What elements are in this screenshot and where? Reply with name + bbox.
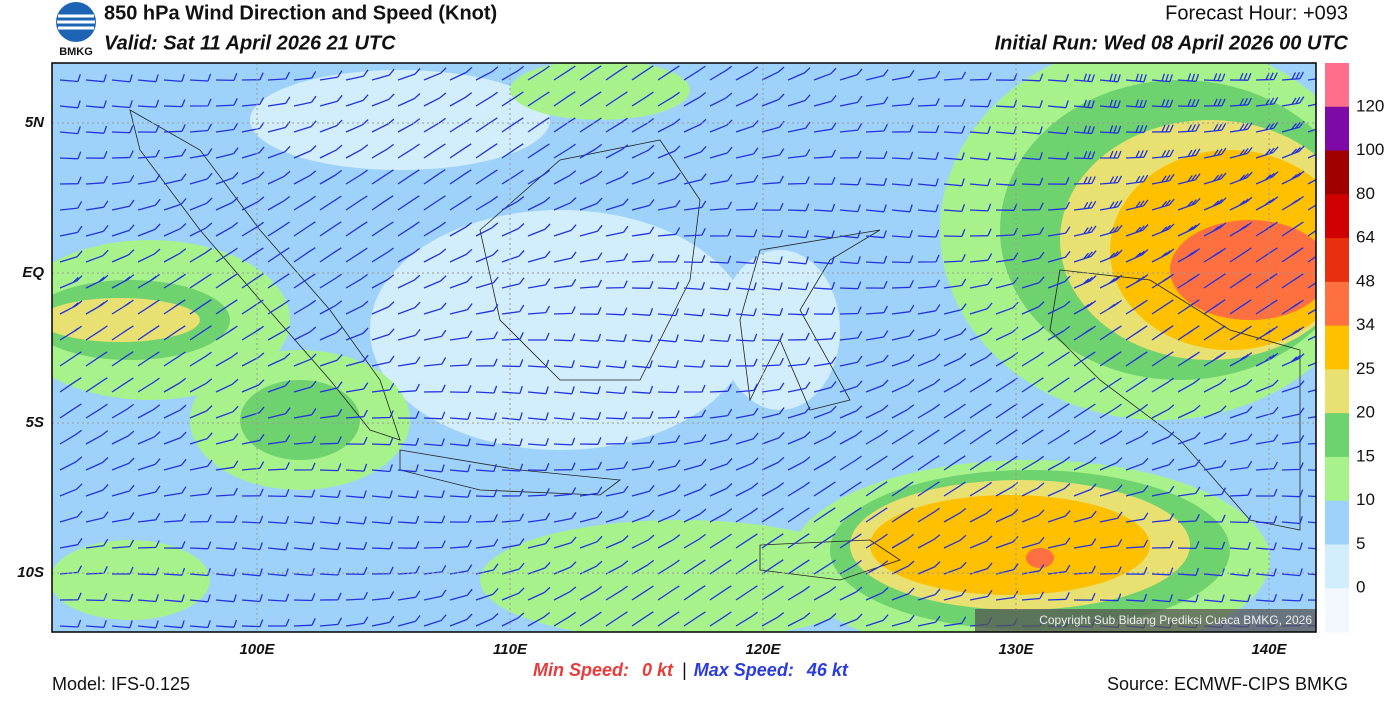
source: Source: ECMWF-CIPS BMKG xyxy=(1107,674,1348,694)
lat-label: 10S xyxy=(17,564,44,581)
map: Copyright Sub Bidang Prediksi Cuaca BMKG… xyxy=(52,63,1316,632)
colorbar-label: 64 xyxy=(1356,228,1375,247)
colorbar-segment xyxy=(1325,456,1349,502)
valid-time: Valid: Sat 11 April 2026 21 UTC xyxy=(104,32,396,54)
lon-label: 100E xyxy=(239,641,275,658)
colorbar-segment xyxy=(1325,194,1349,239)
forecast-hour: Forecast Hour: +093 xyxy=(1165,2,1348,24)
initial-run: Initial Run: Wed 08 April 2026 00 UTC xyxy=(995,32,1349,54)
barb-field xyxy=(59,65,1316,629)
axis-labels: 100E 110E 120E 130E 140E 5N EQ 5S 10S xyxy=(17,114,1287,658)
colorbar-segment xyxy=(1325,413,1349,458)
colorbar-label: 80 xyxy=(1356,184,1375,203)
colorbar-label: 100 xyxy=(1356,140,1384,159)
colorbar-segment xyxy=(1325,369,1349,414)
separator: | xyxy=(682,660,687,680)
colorbar-segment xyxy=(1325,63,1349,108)
lon-label: 110E xyxy=(493,641,528,658)
map-frame xyxy=(51,62,1317,633)
colorbar-segment xyxy=(1325,544,1349,589)
lon-label: 140E xyxy=(1251,641,1287,658)
title: 850 hPa Wind Direction and Speed (Knot) xyxy=(104,2,497,24)
colorbar: 120 100 80 64 48 34 25 20 15 10 5 0 xyxy=(1325,63,1384,633)
colorbar-segment xyxy=(1325,500,1349,545)
colorbar-segment xyxy=(1325,238,1349,283)
lat-label: 5N xyxy=(25,114,45,131)
colorbar-label: 25 xyxy=(1356,359,1375,378)
lat-label: EQ xyxy=(22,264,44,281)
min-value: 0 kt xyxy=(642,660,674,680)
colorbar-segment xyxy=(1325,150,1349,195)
logo-text: BMKG xyxy=(59,46,93,58)
lon-label: 130E xyxy=(998,641,1034,658)
speed-shading xyxy=(52,63,1316,632)
colorbar-segment xyxy=(1325,588,1349,633)
colorbar-label: 10 xyxy=(1356,490,1375,509)
copyright-box xyxy=(975,609,1316,632)
model: Model: IFS-0.125 xyxy=(52,674,190,694)
lon-label: 120E xyxy=(745,641,781,658)
colorbar-segment xyxy=(1325,281,1349,327)
max-value: 46 kt xyxy=(806,660,849,680)
copyright: Copyright Sub Bidang Prediksi Cuaca BMKG… xyxy=(1039,613,1312,627)
colorbar-label: 34 xyxy=(1356,315,1375,334)
colorbar-label: 5 xyxy=(1356,534,1365,553)
graticule xyxy=(52,63,1316,632)
colorbar-label: 0 xyxy=(1356,578,1365,597)
colorbar-label: 120 xyxy=(1356,96,1384,115)
colorbar-segment xyxy=(1325,325,1349,370)
colorbar-label: 20 xyxy=(1356,403,1375,422)
colorbar-label: 15 xyxy=(1356,446,1375,465)
lat-label: 5S xyxy=(26,414,44,431)
colorbar-segment xyxy=(1325,106,1349,152)
footer-stats: Min Speed: 0 kt | Max Speed: 46 kt xyxy=(533,660,849,680)
logo: BMKG xyxy=(56,2,96,58)
colorbar-label: 48 xyxy=(1356,271,1375,290)
wind-barbs xyxy=(59,65,1316,629)
max-label: Max Speed: xyxy=(694,660,794,680)
min-label: Min Speed: xyxy=(533,660,629,680)
